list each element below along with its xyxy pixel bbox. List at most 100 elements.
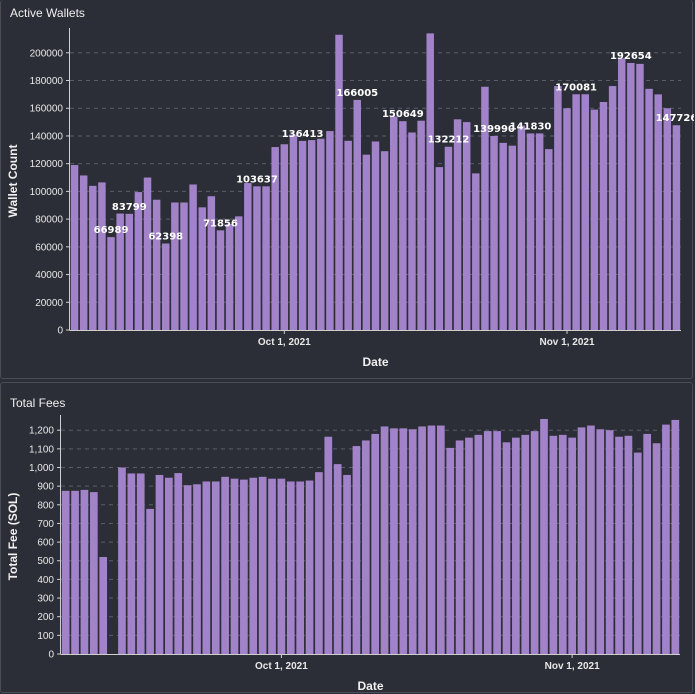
bar[interactable] bbox=[481, 86, 489, 330]
bar[interactable] bbox=[572, 94, 580, 330]
bar[interactable] bbox=[568, 437, 576, 654]
bar[interactable] bbox=[79, 175, 88, 330]
bar[interactable] bbox=[643, 433, 652, 654]
bar[interactable] bbox=[371, 141, 380, 330]
bar[interactable] bbox=[324, 436, 333, 654]
bar[interactable] bbox=[563, 108, 571, 330]
bar[interactable] bbox=[453, 119, 462, 331]
bar[interactable] bbox=[390, 428, 398, 654]
bar[interactable] bbox=[512, 437, 520, 654]
bar[interactable] bbox=[134, 192, 143, 330]
bar[interactable] bbox=[426, 33, 434, 330]
bar[interactable] bbox=[211, 481, 220, 654]
bar[interactable] bbox=[165, 477, 173, 654]
bar[interactable] bbox=[608, 86, 617, 330]
bar[interactable] bbox=[89, 185, 97, 330]
bar[interactable] bbox=[271, 147, 279, 330]
bar[interactable] bbox=[581, 94, 589, 330]
bar[interactable] bbox=[408, 429, 417, 654]
bar[interactable] bbox=[617, 58, 626, 330]
bar[interactable] bbox=[526, 133, 535, 330]
bar[interactable] bbox=[193, 484, 201, 654]
bar[interactable] bbox=[107, 237, 115, 330]
bar[interactable] bbox=[70, 165, 79, 330]
bar[interactable] bbox=[315, 472, 323, 654]
bar[interactable] bbox=[596, 429, 605, 654]
bar[interactable] bbox=[493, 431, 501, 654]
bar[interactable] bbox=[333, 464, 342, 654]
bar[interactable] bbox=[577, 427, 586, 654]
bar[interactable] bbox=[652, 443, 661, 654]
bar[interactable] bbox=[155, 474, 164, 654]
bar[interactable] bbox=[146, 508, 154, 654]
bar[interactable] bbox=[307, 140, 316, 330]
bar[interactable] bbox=[305, 480, 314, 654]
bar[interactable] bbox=[268, 478, 276, 654]
bar[interactable] bbox=[474, 434, 483, 654]
bar[interactable] bbox=[590, 109, 599, 330]
bar[interactable] bbox=[152, 199, 161, 330]
bar[interactable] bbox=[490, 135, 498, 330]
bar[interactable] bbox=[663, 108, 672, 330]
bar[interactable] bbox=[118, 467, 126, 654]
bar[interactable] bbox=[671, 419, 680, 654]
bar[interactable] bbox=[174, 473, 183, 654]
bar[interactable] bbox=[289, 134, 298, 330]
bar[interactable] bbox=[499, 142, 507, 330]
bar[interactable] bbox=[399, 428, 408, 654]
bar[interactable] bbox=[98, 182, 106, 330]
bar[interactable] bbox=[234, 216, 243, 330]
bar[interactable] bbox=[116, 213, 124, 330]
bar[interactable] bbox=[462, 122, 471, 331]
bar[interactable] bbox=[335, 34, 343, 330]
bar[interactable] bbox=[216, 230, 225, 330]
bar[interactable] bbox=[371, 433, 380, 654]
bar[interactable] bbox=[662, 424, 670, 654]
bar[interactable] bbox=[465, 437, 473, 654]
bar[interactable] bbox=[558, 434, 567, 654]
bar[interactable] bbox=[143, 177, 152, 330]
bar[interactable] bbox=[540, 419, 548, 654]
bar[interactable] bbox=[417, 120, 425, 331]
bar[interactable] bbox=[258, 476, 267, 654]
bar[interactable] bbox=[535, 133, 544, 330]
bar[interactable] bbox=[472, 173, 480, 330]
bar[interactable] bbox=[99, 557, 108, 654]
bar[interactable] bbox=[362, 154, 371, 330]
bar[interactable] bbox=[249, 477, 258, 654]
bar[interactable] bbox=[633, 452, 642, 654]
bar[interactable] bbox=[230, 478, 239, 654]
bar[interactable] bbox=[627, 62, 635, 330]
bar[interactable] bbox=[615, 436, 623, 654]
bar[interactable] bbox=[380, 426, 389, 654]
bar[interactable] bbox=[605, 430, 614, 654]
bar[interactable] bbox=[549, 435, 558, 654]
bar[interactable] bbox=[207, 196, 216, 330]
bar[interactable] bbox=[244, 183, 252, 330]
bar[interactable] bbox=[624, 435, 633, 654]
bar[interactable] bbox=[353, 99, 362, 330]
bar[interactable] bbox=[189, 184, 197, 330]
bar[interactable] bbox=[399, 121, 407, 330]
bar[interactable] bbox=[436, 425, 445, 654]
bar[interactable] bbox=[672, 125, 681, 330]
bar[interactable] bbox=[344, 140, 352, 330]
bar[interactable] bbox=[326, 131, 334, 330]
bar[interactable] bbox=[71, 490, 79, 654]
bar[interactable] bbox=[418, 426, 426, 654]
bar[interactable] bbox=[221, 476, 229, 654]
bar[interactable] bbox=[198, 207, 206, 330]
bar[interactable] bbox=[240, 479, 248, 654]
bar[interactable] bbox=[446, 447, 455, 654]
bar[interactable] bbox=[183, 485, 192, 654]
bar[interactable] bbox=[280, 144, 289, 330]
bar[interactable] bbox=[508, 145, 517, 330]
bar[interactable] bbox=[202, 481, 211, 654]
bar[interactable] bbox=[408, 132, 416, 330]
bar[interactable] bbox=[343, 474, 351, 654]
bar[interactable] bbox=[380, 151, 389, 330]
bar[interactable] bbox=[61, 490, 70, 654]
bar[interactable] bbox=[389, 116, 398, 331]
bar[interactable] bbox=[361, 440, 370, 654]
bar[interactable] bbox=[125, 213, 134, 330]
